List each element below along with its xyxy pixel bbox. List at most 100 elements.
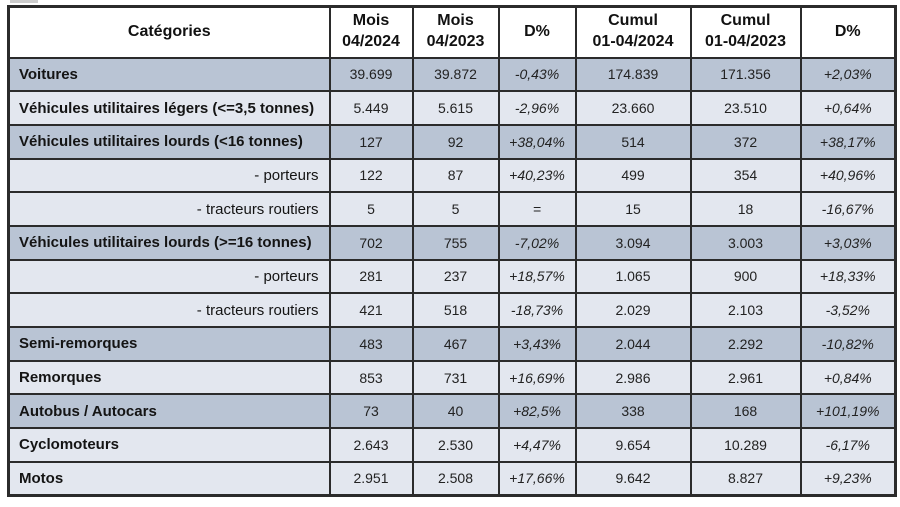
column-header-3: D%: [497, 5, 577, 59]
column-header-line: 01-04/2024: [592, 33, 674, 51]
table-row: - tracteurs routiers 421 518 -18,73% 2.029 2.…: [7, 292, 897, 328]
delta-percent-cell: +82,5%: [497, 393, 577, 430]
value-cell: 467: [411, 326, 500, 362]
delta-percent-cell: -7,02%: [497, 224, 577, 261]
delta-percent-cell: +18,57%: [497, 258, 577, 295]
column-header-6: D%: [799, 5, 897, 59]
delta-percent-cell: +101,19%: [799, 393, 897, 430]
value-cell: 9.642: [574, 460, 692, 497]
column-header-line: 04/2024: [342, 33, 400, 51]
value-cell: 421: [328, 292, 414, 328]
delta-percent-cell: +2,03%: [799, 56, 897, 93]
value-cell: 514: [574, 123, 692, 160]
value-cell: 8.827: [689, 460, 802, 497]
column-header-line: Cumul: [608, 12, 658, 30]
category-cell: - tracteurs routiers: [7, 191, 331, 227]
value-cell: 10.289: [689, 427, 802, 463]
value-cell: 171.356: [689, 56, 802, 93]
value-cell: 281: [328, 258, 414, 295]
value-cell: 122: [328, 157, 414, 194]
category-cell: Véhicules utilitaires lourds (<16 tonnes…: [7, 123, 331, 160]
value-cell: 731: [411, 359, 500, 396]
screenshot-edge-artifact: [10, 0, 38, 3]
value-cell: 39.872: [411, 56, 500, 93]
value-cell: 372: [689, 123, 802, 160]
value-cell: 18: [689, 191, 802, 227]
value-cell: 5.449: [328, 90, 414, 126]
column-header-1: Mois 04/2024: [328, 5, 414, 59]
table-row: Véhicules utilitaires légers (<=3,5 tonn…: [7, 90, 897, 126]
value-cell: 338: [574, 393, 692, 430]
column-header-line: D%: [524, 22, 550, 40]
column-header-line: 04/2023: [426, 33, 485, 51]
value-cell: 5: [411, 191, 500, 227]
table-row: Véhicules utilitaires lourds (>=16 tonne…: [7, 224, 897, 261]
delta-percent-cell: +4,47%: [497, 427, 577, 463]
table-row: Autobus / Autocars 73 40 +82,5% 338 168 +101,1…: [7, 393, 897, 430]
value-cell: 2.044: [574, 326, 692, 362]
value-cell: 87: [411, 157, 500, 194]
value-cell: 168: [689, 393, 802, 430]
column-header-2: Mois 04/2023: [411, 5, 500, 59]
column-header-line: Mois: [352, 12, 390, 30]
table-row: Cyclomoteurs 2.643 2.530 +4,47% 9.654 10.289-…: [7, 427, 897, 463]
value-cell: 39.699: [328, 56, 414, 93]
value-cell: 5: [328, 191, 414, 227]
value-cell: 499: [574, 157, 692, 194]
table-row: Remorques 853 731 +16,69% 2.986 2.961 +0,84%: [7, 359, 897, 396]
value-cell: 23.510: [689, 90, 802, 126]
value-cell: 853: [328, 359, 414, 396]
table-row: Motos 2.951 2.508 +17,66% 9.642 8.827 +9,23%: [7, 460, 897, 497]
table-row: - porteurs 281 237 +18,57% 1.065 900 +18,33%: [7, 258, 897, 295]
value-cell: 40: [411, 393, 500, 430]
value-cell: 518: [411, 292, 500, 328]
delta-percent-cell: +3,43%: [497, 326, 577, 362]
delta-percent-cell: +0,64%: [799, 90, 897, 126]
value-cell: 2.951: [328, 460, 414, 497]
vehicle-registrations-table: Catégories Mois 04/2024 Mois 04/2023 D% Cumul 0…: [7, 5, 897, 497]
column-header-4: Cumul 01-04/2024: [574, 5, 692, 59]
value-cell: 15: [574, 191, 692, 227]
delta-percent-cell: +40,23%: [497, 157, 577, 194]
category-cell: - tracteurs routiers: [7, 292, 331, 328]
delta-percent-cell: +9,23%: [799, 460, 897, 497]
delta-percent-cell: +3,03%: [799, 224, 897, 261]
table-row: Véhicules utilitaires lourds (<16 tonnes…: [7, 123, 897, 160]
value-cell: 2.986: [574, 359, 692, 396]
delta-percent-cell: -10,82%: [799, 326, 897, 362]
column-header-line: Cumul: [720, 12, 771, 30]
table-body: Voitures 39.699 39.872 -0,43% 174.839 171.356…: [7, 56, 897, 497]
value-cell: 174.839: [574, 56, 692, 93]
value-cell: 92: [411, 123, 500, 160]
value-cell: 354: [689, 157, 802, 194]
category-cell: Motos: [7, 460, 331, 497]
delta-percent-cell: -3,52%: [799, 292, 897, 328]
value-cell: 73: [328, 393, 414, 430]
value-cell: 900: [689, 258, 802, 295]
category-cell: Cyclomoteurs: [7, 427, 331, 463]
value-cell: 9.654: [574, 427, 692, 463]
value-cell: 3.003: [689, 224, 802, 261]
value-cell: 2.029: [574, 292, 692, 328]
table-row: - porteurs 122 87 +40,23% 499 354 +40,96%: [7, 157, 897, 194]
category-cell: - porteurs: [7, 258, 331, 295]
table-row: Voitures 39.699 39.872 -0,43% 174.839 171.356…: [7, 56, 897, 93]
value-cell: 2.961: [689, 359, 802, 396]
category-cell: Véhicules utilitaires lourds (>=16 tonne…: [7, 224, 331, 261]
value-cell: 2.508: [411, 460, 500, 497]
delta-percent-cell: -16,67%: [799, 191, 897, 227]
value-cell: 755: [411, 224, 500, 261]
value-cell: 2.292: [689, 326, 802, 362]
value-cell: 1.065: [574, 258, 692, 295]
delta-percent-cell: +17,66%: [497, 460, 577, 497]
value-cell: 5.615: [411, 90, 500, 126]
delta-percent-cell: =: [497, 191, 577, 227]
column-header-line: Catégories: [127, 22, 211, 40]
delta-percent-cell: +40,96%: [799, 157, 897, 194]
value-cell: 2.103: [689, 292, 802, 328]
value-cell: 23.660: [574, 90, 692, 126]
column-header-line: D%: [834, 22, 861, 40]
delta-percent-cell: -2,96%: [497, 90, 577, 126]
header-row: Catégories Mois 04/2024 Mois 04/2023 D% Cumul 0…: [7, 5, 897, 59]
